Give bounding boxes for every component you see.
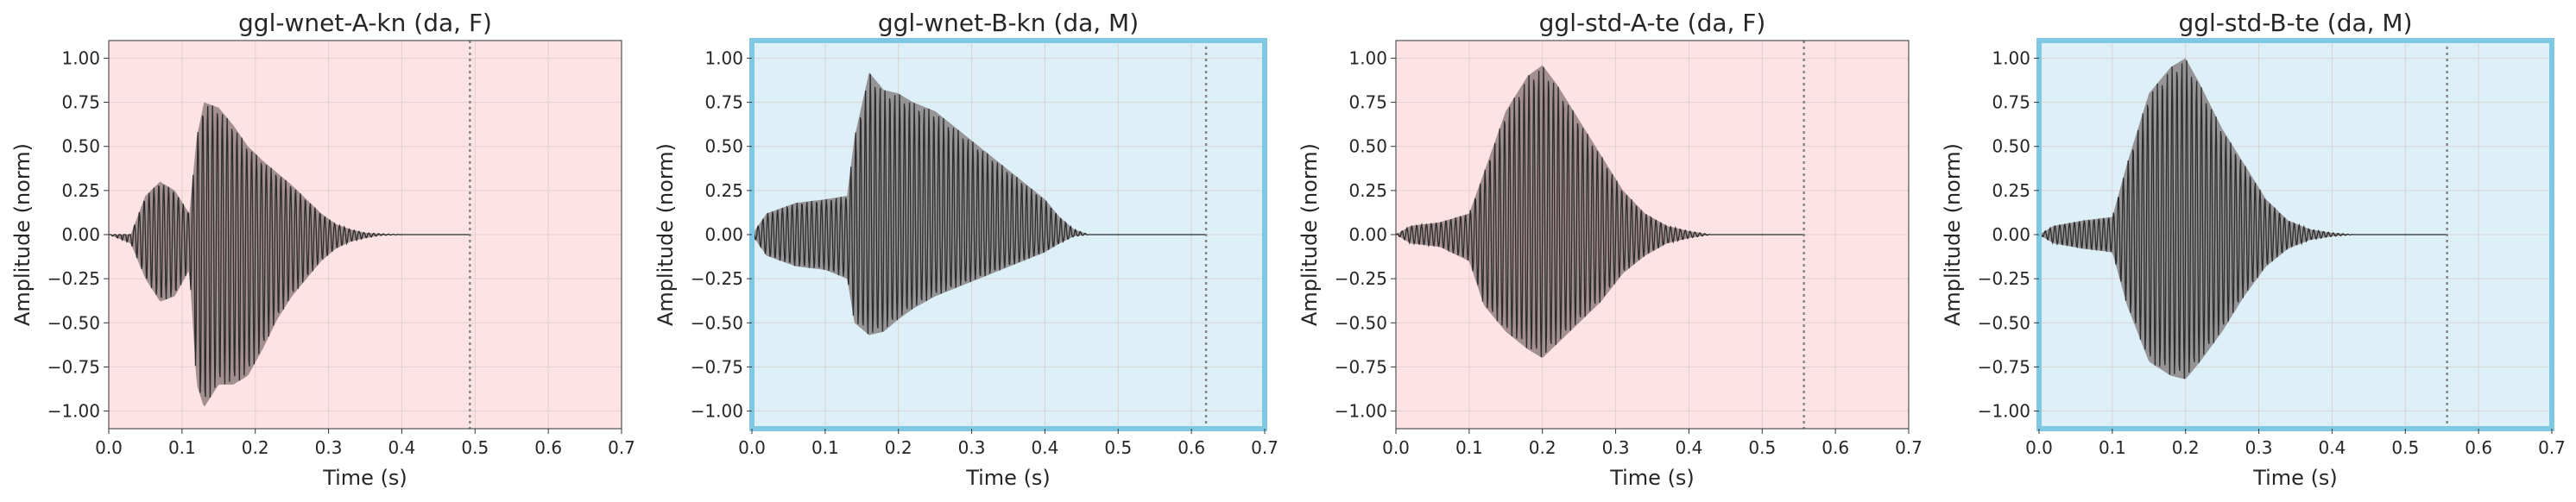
y-tick-label: 0.25 xyxy=(61,180,100,201)
chart-panel-3: 0.0 0.1 0.2 0.3 0.4 0.5 0.6 0.7 1.00 0.75 0.50 0.25… xyxy=(1297,9,1923,490)
y-tick-label: −0.50 xyxy=(691,312,743,333)
x-tick-label: 0.2 xyxy=(1529,437,1556,458)
x-tick-label: 0.0 xyxy=(2025,437,2053,458)
x-tick-label: 0.2 xyxy=(885,437,912,458)
y-tick-label: −0.25 xyxy=(1978,268,2030,289)
y-tick-label: 0.75 xyxy=(1992,92,2030,113)
x-tick-label: 0.6 xyxy=(1178,437,1205,458)
y-tick-label: 0.00 xyxy=(1992,224,2030,245)
x-tick-label: 0.0 xyxy=(95,437,123,458)
x-tick-label: 0.5 xyxy=(1748,437,1776,458)
y-tick-label: 0.25 xyxy=(704,180,743,201)
y-tick-label: −1.00 xyxy=(1978,401,2030,422)
chart-title: ggl-std-B-te (da, M) xyxy=(2178,9,2412,37)
y-tick-label: 0.25 xyxy=(1992,180,2030,201)
x-tick-label: 0.2 xyxy=(242,437,269,458)
chart-title: ggl-std-A-te (da, F) xyxy=(1539,9,1766,37)
x-tick-label: 0.3 xyxy=(315,437,343,458)
y-axis-label: Amplitude (norm) xyxy=(653,143,678,326)
x-tick-label: 0.0 xyxy=(1382,437,1410,458)
waveform-series xyxy=(1395,66,1804,358)
y-tick-label: 0.50 xyxy=(704,136,743,157)
x-tick-label: 0.2 xyxy=(2172,437,2200,458)
x-tick-label: 0.5 xyxy=(1104,437,1132,458)
y-tick-label: 0.50 xyxy=(1992,136,2030,157)
x-tick-label: 0.0 xyxy=(738,437,766,458)
chart-panel-1: 0.0 0.1 0.2 0.3 0.4 0.5 0.6 0.7 1.00 0.75 0.50 0.25… xyxy=(10,9,635,490)
x-tick-label: 0.5 xyxy=(461,437,489,458)
x-tick-label: 0.4 xyxy=(1676,437,1703,458)
chart-title: ggl-wnet-B-kn (da, M) xyxy=(878,9,1139,37)
y-tick-label: −0.75 xyxy=(1978,356,2030,377)
y-tick-label: 0.00 xyxy=(61,224,100,245)
x-tick-label: 0.3 xyxy=(958,437,986,458)
y-tick-label: −0.50 xyxy=(47,312,100,333)
chart-panel-2: 0.0 0.1 0.2 0.3 0.4 0.5 0.6 0.7 1.00 0.75 0.50 0.25… xyxy=(653,9,1279,490)
x-tick-label: 0.7 xyxy=(2538,437,2566,458)
x-tick-label: 0.1 xyxy=(168,437,196,458)
y-tick-label: −1.00 xyxy=(47,401,100,422)
y-tick-label: 0.75 xyxy=(704,92,743,113)
y-axis-label: Amplitude (norm) xyxy=(1941,143,1965,326)
y-tick-label: −1.00 xyxy=(1335,401,1387,422)
x-tick-label: 0.1 xyxy=(811,437,839,458)
chart-panel-4: 0.0 0.1 0.2 0.3 0.4 0.5 0.6 0.7 1.00 0.75 0.50 0.25… xyxy=(1941,9,2566,490)
y-tick-label: 1.00 xyxy=(1992,47,2030,68)
x-tick-label: 0.5 xyxy=(2391,437,2419,458)
y-tick-label: 0.75 xyxy=(61,92,100,113)
x-tick-label: 0.4 xyxy=(388,437,416,458)
x-axis-label: Time (s) xyxy=(2252,466,2338,490)
x-tick-label: 0.7 xyxy=(608,437,635,458)
x-tick-label: 0.6 xyxy=(1822,437,1849,458)
waveform-series xyxy=(751,73,1206,335)
y-tick-label: −1.00 xyxy=(691,401,743,422)
x-tick-label: 0.7 xyxy=(1895,437,1923,458)
y-tick-label: −0.75 xyxy=(47,356,100,377)
y-tick-label: −0.50 xyxy=(1335,312,1387,333)
x-axis-label: Time (s) xyxy=(965,466,1051,490)
y-tick-label: −0.75 xyxy=(691,356,743,377)
y-tick-label: 0.00 xyxy=(1348,224,1387,245)
x-axis-label: Time (s) xyxy=(322,466,407,490)
y-tick-label: 0.75 xyxy=(1348,92,1387,113)
x-tick-label: 0.1 xyxy=(2099,437,2126,458)
x-tick-label: 0.4 xyxy=(1032,437,1059,458)
y-tick-label: −0.75 xyxy=(1335,356,1387,377)
x-tick-label: 0.6 xyxy=(2465,437,2492,458)
x-axis-label: Time (s) xyxy=(1609,466,1695,490)
y-tick-label: 0.50 xyxy=(1348,136,1387,157)
x-tick-label: 0.6 xyxy=(534,437,562,458)
waveform-series xyxy=(2038,60,2447,380)
x-tick-label: 0.3 xyxy=(1602,437,1630,458)
y-tick-label: 1.00 xyxy=(1348,47,1387,68)
x-tick-label: 0.3 xyxy=(2245,437,2273,458)
x-tick-label: 0.4 xyxy=(2319,437,2346,458)
y-axis-label: Amplitude (norm) xyxy=(10,143,35,326)
y-tick-label: 1.00 xyxy=(704,47,743,68)
y-tick-label: 1.00 xyxy=(61,47,100,68)
x-tick-label: 0.1 xyxy=(1455,437,1483,458)
y-tick-label: −0.25 xyxy=(691,268,743,289)
y-tick-label: 0.00 xyxy=(704,224,743,245)
y-tick-label: −0.25 xyxy=(1335,268,1387,289)
waveform-series xyxy=(109,105,470,398)
y-tick-label: −0.50 xyxy=(1978,312,2030,333)
x-tick-label: 0.7 xyxy=(1251,437,1279,458)
y-tick-label: 0.25 xyxy=(1348,180,1387,201)
chart-title: ggl-wnet-A-kn (da, F) xyxy=(238,9,492,37)
y-tick-label: 0.50 xyxy=(61,136,100,157)
y-tick-label: −0.25 xyxy=(47,268,100,289)
y-axis-label: Amplitude (norm) xyxy=(1297,143,1322,326)
